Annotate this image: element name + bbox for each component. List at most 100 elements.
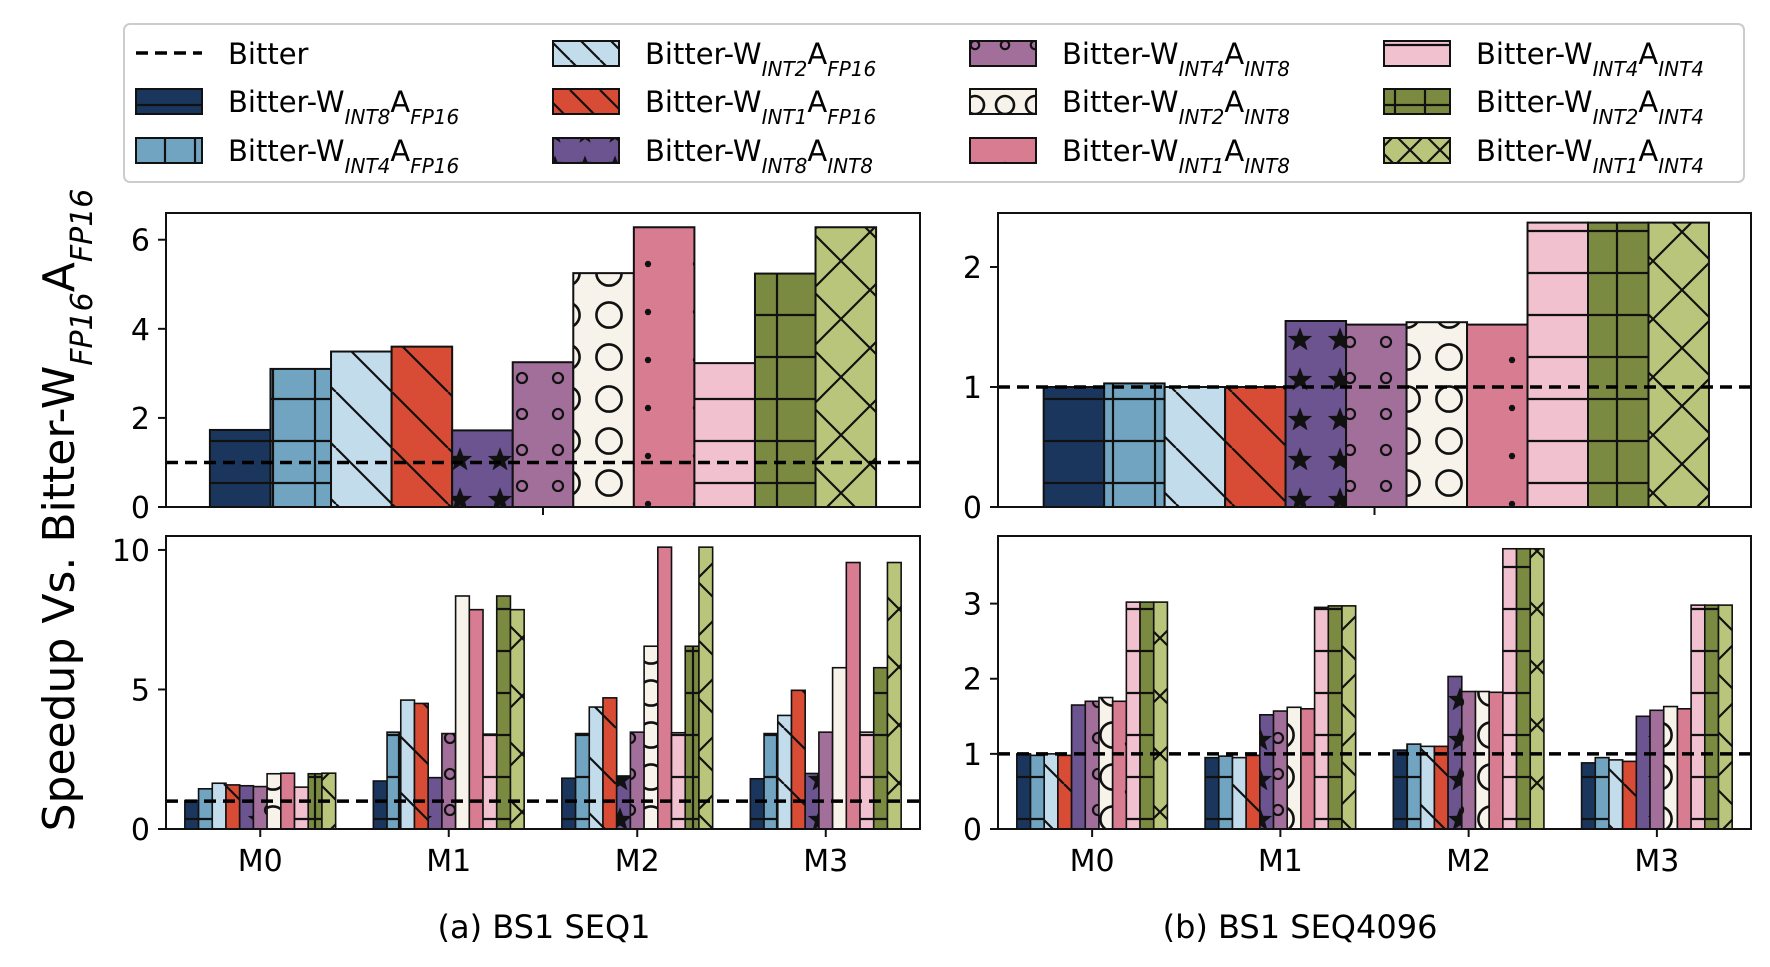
- bar: [1245, 754, 1261, 829]
- x-tick-label: M1: [426, 844, 471, 879]
- panel-a-bottom: M0 M1 M2 M3 0 5 10: [112, 534, 921, 879]
- legend-item: Bitter-WINT2AFP16: [552, 37, 876, 81]
- bar: [588, 706, 604, 829]
- bar: [872, 666, 889, 829]
- bar: [1016, 753, 1032, 829]
- bar: [1286, 706, 1302, 829]
- bar: [451, 429, 514, 507]
- caption-b: (b) BS1 SEQ4096: [1163, 908, 1438, 946]
- legend-item: Bitter-WINT4AINT8: [969, 37, 1290, 81]
- legend-item: Bitter-WINT1AINT8: [969, 134, 1290, 178]
- y-tick-label: 4: [131, 313, 150, 348]
- y-tick-label: 0: [131, 491, 150, 526]
- legend-label: Bitter-WINT2AFP16: [645, 37, 876, 81]
- y-tick-label: 5: [131, 673, 150, 708]
- legend-item: Bitter-WINT2AINT8: [969, 85, 1290, 129]
- bar: [1392, 749, 1408, 829]
- bar: [1313, 606, 1330, 829]
- legend-label: Bitter-WINT1AFP16: [645, 85, 876, 129]
- y-tick-label: 0: [131, 813, 150, 848]
- bar: [1327, 605, 1343, 829]
- legend-label: Bitter-WINT8AFP16: [228, 85, 459, 129]
- bar: [561, 777, 577, 829]
- bar: [399, 699, 416, 829]
- bar: [1474, 690, 1490, 829]
- bar: [574, 732, 591, 829]
- bar: [1139, 601, 1155, 829]
- legend-item: Bitter-WINT8AFP16: [135, 85, 459, 129]
- bar: [790, 689, 806, 829]
- bar: [1224, 386, 1287, 507]
- bar: [1621, 760, 1638, 829]
- legend-label: Bitter-WINT2AINT4: [1476, 85, 1704, 129]
- bar: [1580, 762, 1597, 829]
- plot-frame: [997, 212, 1752, 508]
- bar: [1406, 743, 1422, 829]
- bar: [1111, 700, 1128, 829]
- legend-label: Bitter-WINT8AINT8: [645, 134, 873, 178]
- bar: [330, 350, 393, 507]
- bar: [632, 226, 696, 507]
- bar: [776, 714, 793, 829]
- legend-label: Bitter-WINT2AINT8: [1062, 85, 1290, 129]
- bar: [693, 362, 756, 507]
- bar: [441, 732, 457, 829]
- legend-swatch: [552, 40, 620, 67]
- bar: [427, 776, 443, 829]
- legend-label: Bitter-WINT4AINT8: [1062, 37, 1290, 81]
- bar: [1526, 221, 1590, 507]
- bar: [1125, 601, 1141, 829]
- panel-a-top: 0 2 4 6: [131, 212, 921, 526]
- bar: [670, 731, 687, 829]
- plot-frame: [997, 535, 1752, 830]
- bar: [1419, 745, 1436, 829]
- bar: [1163, 386, 1227, 507]
- bar: [1098, 696, 1114, 829]
- bar: [1405, 321, 1469, 507]
- y-tick-label: 0: [963, 813, 982, 848]
- bar: [482, 733, 498, 829]
- bar: [1103, 382, 1166, 507]
- bar: [1717, 604, 1733, 829]
- legend-label: Bitter-WINT4AINT4: [1476, 37, 1704, 81]
- legend-swatch: [552, 88, 620, 115]
- legend-item: Bitter-WINT4AFP16: [135, 134, 459, 178]
- bar: [1690, 604, 1706, 829]
- bar: [197, 788, 214, 829]
- legend-item: Bitter-WINT1AFP16: [552, 85, 876, 129]
- bar: [1608, 759, 1624, 829]
- bar: [859, 731, 875, 829]
- bar: [509, 608, 525, 829]
- bar: [468, 608, 484, 829]
- bar: [1502, 547, 1518, 829]
- bar: [1084, 700, 1100, 829]
- x-tick-label: M0: [238, 844, 283, 879]
- bar: [208, 428, 272, 507]
- bar: [1217, 755, 1234, 829]
- legend-swatch: [1383, 40, 1451, 67]
- bar: [814, 226, 878, 507]
- bar: [753, 272, 817, 507]
- plot-frame: [165, 212, 921, 508]
- legend-item: Bitter: [136, 37, 309, 71]
- bar: [1259, 714, 1275, 829]
- bar: [225, 784, 241, 829]
- bar: [413, 702, 429, 829]
- y-tick-label: 1: [963, 738, 982, 773]
- bar: [211, 782, 227, 829]
- legend-item: Bitter-WINT1AINT4: [1383, 134, 1704, 178]
- bar: [1043, 753, 1059, 829]
- bar: [1057, 754, 1073, 829]
- legend-swatch: [1383, 88, 1451, 115]
- bar: [845, 561, 861, 829]
- legend-swatch: [1383, 137, 1451, 164]
- y-tick-label: 10: [112, 534, 150, 569]
- bar: [184, 799, 200, 829]
- bar: [1515, 547, 1532, 829]
- legend: Bitter Bitter-WINT8AFP16 Bitter-WINT4AFP16…: [123, 23, 1745, 183]
- bar: [1284, 320, 1348, 507]
- bar: [495, 595, 512, 829]
- legend-swatch: [969, 137, 1037, 164]
- plot-frame: [165, 535, 921, 830]
- panel-b-bottom: M0 M1 M2 M3 0 1 2 3: [963, 535, 1752, 879]
